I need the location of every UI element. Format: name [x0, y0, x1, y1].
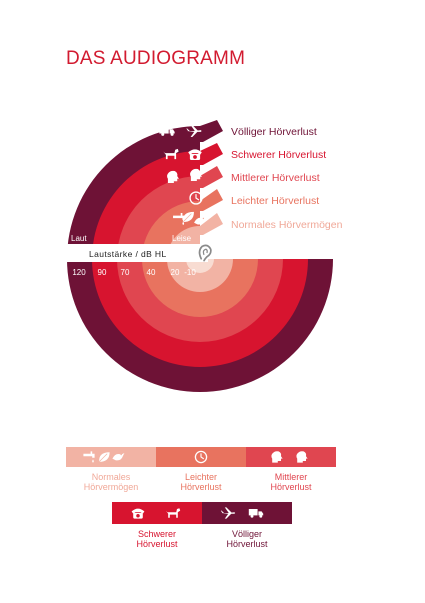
label-leise: Leise	[172, 234, 192, 243]
legend-label: Völliger Hörverlust	[226, 529, 268, 549]
dog-icon	[165, 508, 181, 518]
ear-icon	[198, 244, 212, 262]
speaking-head-icon	[190, 168, 202, 181]
center-disk	[186, 259, 214, 273]
axis-tick-label: 20	[171, 268, 180, 277]
axis-tick-label: 120	[72, 268, 86, 277]
axis-tick-label: 40	[147, 268, 156, 277]
page-title: DAS AUDIOGRAMM	[66, 48, 246, 69]
leaf-icon	[182, 211, 194, 223]
speaking-head-icon	[296, 451, 308, 463]
airplane-icon	[186, 125, 202, 137]
telephone-icon	[188, 149, 202, 160]
level-label: Leichter Hörverlust	[231, 195, 319, 207]
legend-swatch	[246, 447, 336, 467]
axis-tick-label: 90	[98, 268, 107, 277]
legend-swatch	[112, 502, 202, 524]
dripping-faucet-icon	[83, 451, 95, 463]
axis-title: Lautstärke / dB HL	[89, 249, 167, 259]
speaking-head-icon	[167, 170, 179, 183]
legend-swatch	[66, 447, 156, 467]
bird-icon	[194, 216, 207, 225]
truck-icon	[248, 509, 264, 518]
clock-icon	[194, 450, 208, 464]
dripping-faucet-icon	[173, 213, 185, 225]
axis-band	[58, 244, 208, 262]
dog-icon	[163, 148, 179, 160]
legend-label: Schwerer Hörverlust	[136, 529, 178, 549]
legend-swatch	[202, 502, 292, 524]
telephone-icon	[131, 508, 145, 519]
label-laut: Laut	[71, 234, 87, 243]
legend-label: Leichter Hörverlust	[180, 472, 222, 492]
level-label: Mittlerer Hörverlust	[231, 172, 320, 184]
legend-label: Normales Hörvermögen	[83, 472, 139, 492]
axis-tick-label: -10	[184, 268, 196, 277]
level-label: Normales Hörvermögen	[231, 219, 343, 231]
leaf-icon	[98, 452, 110, 463]
airplane-icon	[220, 507, 236, 519]
clock-icon	[189, 191, 203, 205]
level-label: Völliger Hörverlust	[231, 126, 317, 138]
truck-icon	[159, 126, 175, 136]
bird-icon	[112, 453, 125, 461]
legend-label: Mittlerer Hörverlust	[270, 472, 312, 492]
ring-band-lower	[167, 259, 233, 292]
speaking-head-icon	[271, 451, 283, 463]
level-label: Schwerer Hörverlust	[231, 149, 326, 161]
axis-tick-label: 70	[121, 268, 130, 277]
